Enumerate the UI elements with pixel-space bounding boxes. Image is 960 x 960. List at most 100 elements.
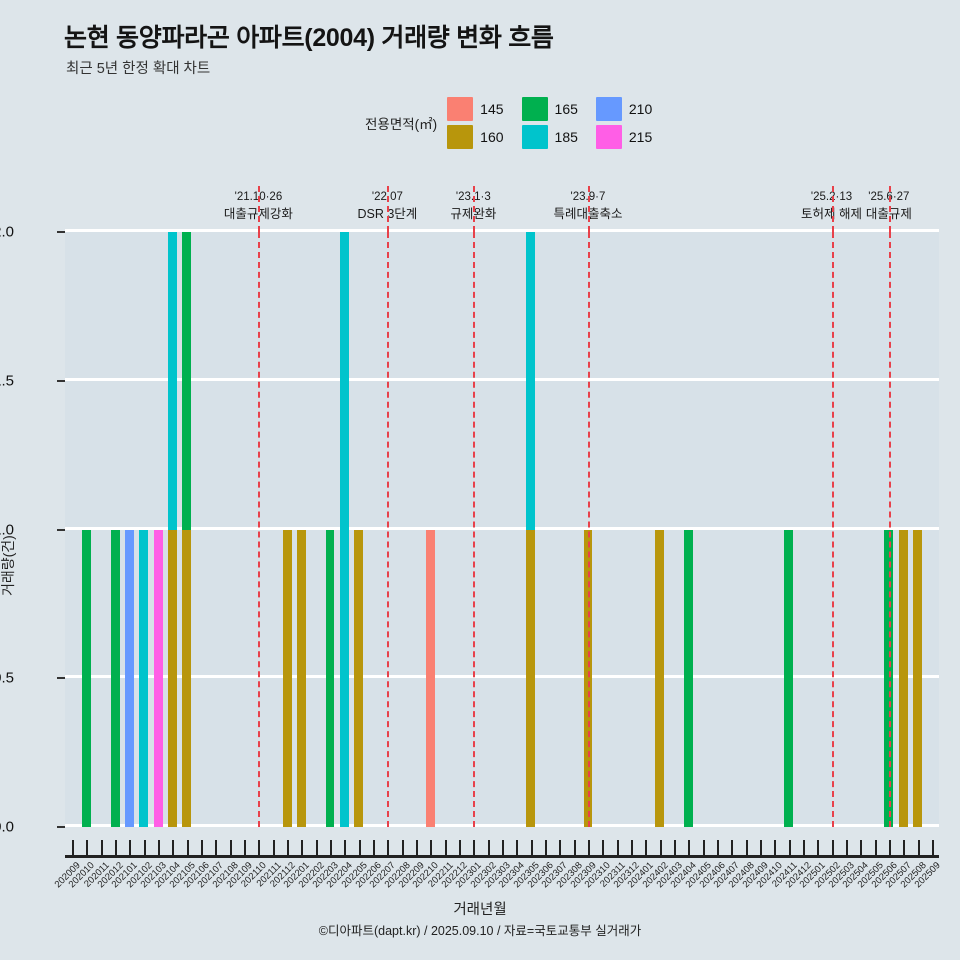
x-tick-mark <box>860 840 863 856</box>
annotation-connector <box>831 186 834 232</box>
x-tick-mark <box>874 840 877 856</box>
y-axis-label: 거래량(건) <box>0 535 16 596</box>
x-tick-mark <box>903 840 906 856</box>
x-tick-mark <box>100 840 103 856</box>
bar-202411-165[interactable] <box>784 529 793 827</box>
legend-swatch-160 <box>447 125 474 149</box>
legend-item[interactable]: 160 <box>447 124 504 150</box>
x-tick-mark <box>774 840 777 856</box>
x-tick-mark <box>401 840 404 856</box>
bar-202203-165[interactable] <box>325 529 335 827</box>
bar-202104-185[interactable] <box>168 232 177 530</box>
y-tick-label: 1.0 <box>0 521 14 538</box>
x-tick-mark <box>344 840 347 856</box>
x-tick-mark <box>516 840 519 856</box>
x-tick-mark <box>158 840 161 856</box>
x-tick-mark <box>731 840 734 856</box>
x-tick-mark <box>559 840 562 856</box>
x-tick-mark <box>229 840 232 856</box>
gridline <box>65 526 939 530</box>
bar-202105-165[interactable] <box>182 232 192 530</box>
legend-label: 160 <box>480 129 504 145</box>
legend-title: 전용면적(㎡) <box>365 117 438 132</box>
x-tick-mark <box>817 840 820 856</box>
annotation-connector <box>387 186 390 232</box>
x-tick-mark <box>530 840 533 856</box>
x-tick-mark <box>845 840 848 856</box>
legend-swatch-210 <box>595 97 622 121</box>
annotation-connector <box>473 186 476 232</box>
legend-item[interactable]: 165 <box>521 96 578 122</box>
y-tick-mark <box>57 231 65 233</box>
bar-202101-210[interactable] <box>125 529 134 827</box>
x-tick-mark <box>358 840 361 856</box>
x-tick-mark <box>330 840 333 856</box>
x-tick-mark <box>888 840 891 856</box>
x-tick-mark <box>502 840 504 856</box>
x-tick-mark <box>244 840 247 856</box>
legend-item[interactable]: 145 <box>447 96 504 122</box>
bar-202210-145[interactable] <box>425 529 435 827</box>
x-tick-mark <box>630 840 633 856</box>
bar-202507-160[interactable] <box>898 529 908 827</box>
x-tick-mark <box>129 840 132 856</box>
x-tick-mark <box>487 840 490 856</box>
x-tick-mark <box>931 840 934 856</box>
y-tick-label: 0.0 <box>0 818 14 836</box>
x-tick-mark <box>201 840 204 856</box>
bar-202305-185[interactable] <box>526 232 536 530</box>
bar-202104-160[interactable] <box>168 529 177 827</box>
y-tick-mark <box>57 826 65 828</box>
y-tick-label: 1.5 <box>0 372 14 390</box>
plot-area <box>65 229 939 827</box>
bar-202102-185[interactable] <box>139 529 149 827</box>
x-tick-mark <box>544 840 547 856</box>
legend-item[interactable]: 210 <box>595 96 652 122</box>
legend-item[interactable]: 215 <box>595 124 653 150</box>
x-tick-mark <box>215 840 218 856</box>
legend-swatch-145 <box>447 97 474 121</box>
x-tick-mark <box>115 840 118 856</box>
x-tick-mark <box>759 840 762 856</box>
legend-item[interactable]: 185 <box>521 124 578 150</box>
bar-202305-160[interactable] <box>526 529 536 827</box>
y-tick-mark <box>57 528 65 531</box>
x-tick-mark <box>315 840 318 856</box>
bar-202112-160[interactable] <box>282 529 292 827</box>
x-tick-mark <box>702 840 705 856</box>
bar-202103-215[interactable] <box>153 529 163 827</box>
annotation-connector <box>888 186 891 232</box>
x-tick-mark <box>387 840 390 856</box>
page-title: 논현 동양파라곤 아파트(2004) 거래량 변화 흐름 <box>64 24 554 52</box>
x-tick-mark <box>444 840 447 856</box>
bar-202404-165[interactable] <box>683 529 693 827</box>
bar-202508-160[interactable] <box>913 529 922 827</box>
legend-items: 145 165 210 160 185 215 <box>447 96 652 150</box>
bar-202105-160[interactable] <box>182 529 192 827</box>
legend-label: 145 <box>480 101 504 117</box>
bar-202012-165[interactable] <box>110 529 120 827</box>
gridline <box>65 675 939 679</box>
legend-label: 215 <box>628 129 653 145</box>
legend-swatch-165 <box>521 97 548 121</box>
page-subtitle: 최근 5년 한정 확대 차트 <box>66 61 211 77</box>
x-tick-mark <box>72 840 75 856</box>
x-tick-mark <box>673 840 676 856</box>
x-axis-label: 거래년월 <box>453 902 507 918</box>
bar-202010-165[interactable] <box>82 529 91 827</box>
bar-202205-160[interactable] <box>354 529 364 827</box>
x-tick-mark <box>616 840 619 856</box>
legend-swatch-215 <box>595 125 622 149</box>
legend-label: 165 <box>554 101 578 117</box>
x-tick-mark <box>587 840 590 856</box>
bar-202204-185[interactable] <box>339 232 349 827</box>
bar-202201-160[interactable] <box>296 529 306 827</box>
x-tick-mark <box>716 840 719 856</box>
y-tick-label: 0.5 <box>0 669 14 687</box>
y-tick-label: 2.0 <box>0 223 14 241</box>
x-tick-mark <box>258 840 261 856</box>
bar-202402-160[interactable] <box>655 529 665 827</box>
annotation-connector <box>258 186 261 232</box>
event-line-202207 <box>387 232 390 827</box>
x-tick-mark <box>659 840 662 856</box>
